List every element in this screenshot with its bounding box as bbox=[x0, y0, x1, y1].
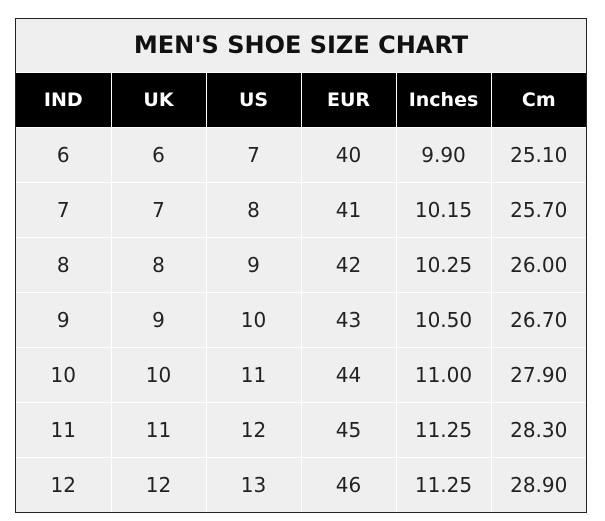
cell-eur: 41 bbox=[300, 182, 397, 238]
cell-us: 7 bbox=[205, 127, 302, 183]
cell-eur: 46 bbox=[300, 457, 397, 512]
cell-uk: 9 bbox=[110, 292, 207, 348]
cell-inches: 10.50 bbox=[395, 292, 492, 348]
cell-cm: 27.90 bbox=[490, 347, 586, 403]
cell-cm: 25.10 bbox=[490, 127, 586, 183]
table-row: 9 9 10 43 10.50 26.70 bbox=[16, 292, 586, 348]
cell-ind: 11 bbox=[16, 402, 112, 458]
cell-ind: 10 bbox=[16, 347, 112, 403]
column-header-us: US bbox=[205, 73, 302, 128]
cell-eur: 44 bbox=[300, 347, 397, 403]
cell-uk: 11 bbox=[110, 402, 207, 458]
column-header-uk: UK bbox=[110, 73, 207, 128]
cell-inches: 11.25 bbox=[395, 402, 492, 458]
table-row: 11 11 12 45 11.25 28.30 bbox=[16, 402, 586, 458]
cell-eur: 45 bbox=[300, 402, 397, 458]
cell-ind: 6 bbox=[16, 127, 112, 183]
table-row: 10 10 11 44 11.00 27.90 bbox=[16, 347, 586, 403]
cell-cm: 28.30 bbox=[490, 402, 586, 458]
table-row: 7 7 8 41 10.15 25.70 bbox=[16, 182, 586, 238]
cell-ind: 12 bbox=[16, 457, 112, 512]
cell-eur: 43 bbox=[300, 292, 397, 348]
cell-inches: 10.15 bbox=[395, 182, 492, 238]
table-row: 6 6 7 40 9.90 25.10 bbox=[16, 127, 586, 183]
cell-ind: 7 bbox=[16, 182, 112, 238]
cell-cm: 28.90 bbox=[490, 457, 586, 512]
size-chart: MEN'S SHOE SIZE CHART IND UK US EUR Inches Cm… bbox=[15, 18, 587, 513]
column-header-cm: Cm bbox=[490, 73, 586, 128]
cell-us: 9 bbox=[205, 237, 302, 293]
cell-uk: 10 bbox=[110, 347, 207, 403]
cell-inches: 11.25 bbox=[395, 457, 492, 512]
cell-us: 10 bbox=[205, 292, 302, 348]
column-header-inches: Inches bbox=[395, 73, 492, 128]
cell-ind: 9 bbox=[16, 292, 112, 348]
header-row: IND UK US EUR Inches Cm bbox=[16, 73, 586, 128]
cell-us: 8 bbox=[205, 182, 302, 238]
table-row: 8 8 9 42 10.25 26.00 bbox=[16, 237, 586, 293]
cell-us: 12 bbox=[205, 402, 302, 458]
cell-cm: 26.00 bbox=[490, 237, 586, 293]
cell-us: 13 bbox=[205, 457, 302, 512]
cell-uk: 12 bbox=[110, 457, 207, 512]
cell-inches: 9.90 bbox=[395, 127, 492, 183]
column-header-ind: IND bbox=[16, 73, 112, 128]
cell-eur: 42 bbox=[300, 237, 397, 293]
cell-us: 11 bbox=[205, 347, 302, 403]
cell-cm: 25.70 bbox=[490, 182, 586, 238]
chart-title: MEN'S SHOE SIZE CHART bbox=[16, 19, 586, 73]
size-table: IND UK US EUR Inches Cm 6 6 7 40 9.90 25.10 7 7 8 41 10… bbox=[16, 73, 586, 512]
column-header-eur: EUR bbox=[300, 73, 397, 128]
cell-cm: 26.70 bbox=[490, 292, 586, 348]
cell-uk: 7 bbox=[110, 182, 207, 238]
cell-eur: 40 bbox=[300, 127, 397, 183]
cell-uk: 8 bbox=[110, 237, 207, 293]
cell-inches: 10.25 bbox=[395, 237, 492, 293]
cell-uk: 6 bbox=[110, 127, 207, 183]
cell-ind: 8 bbox=[16, 237, 112, 293]
cell-inches: 11.00 bbox=[395, 347, 492, 403]
table-row: 12 12 13 46 11.25 28.90 bbox=[16, 457, 586, 512]
